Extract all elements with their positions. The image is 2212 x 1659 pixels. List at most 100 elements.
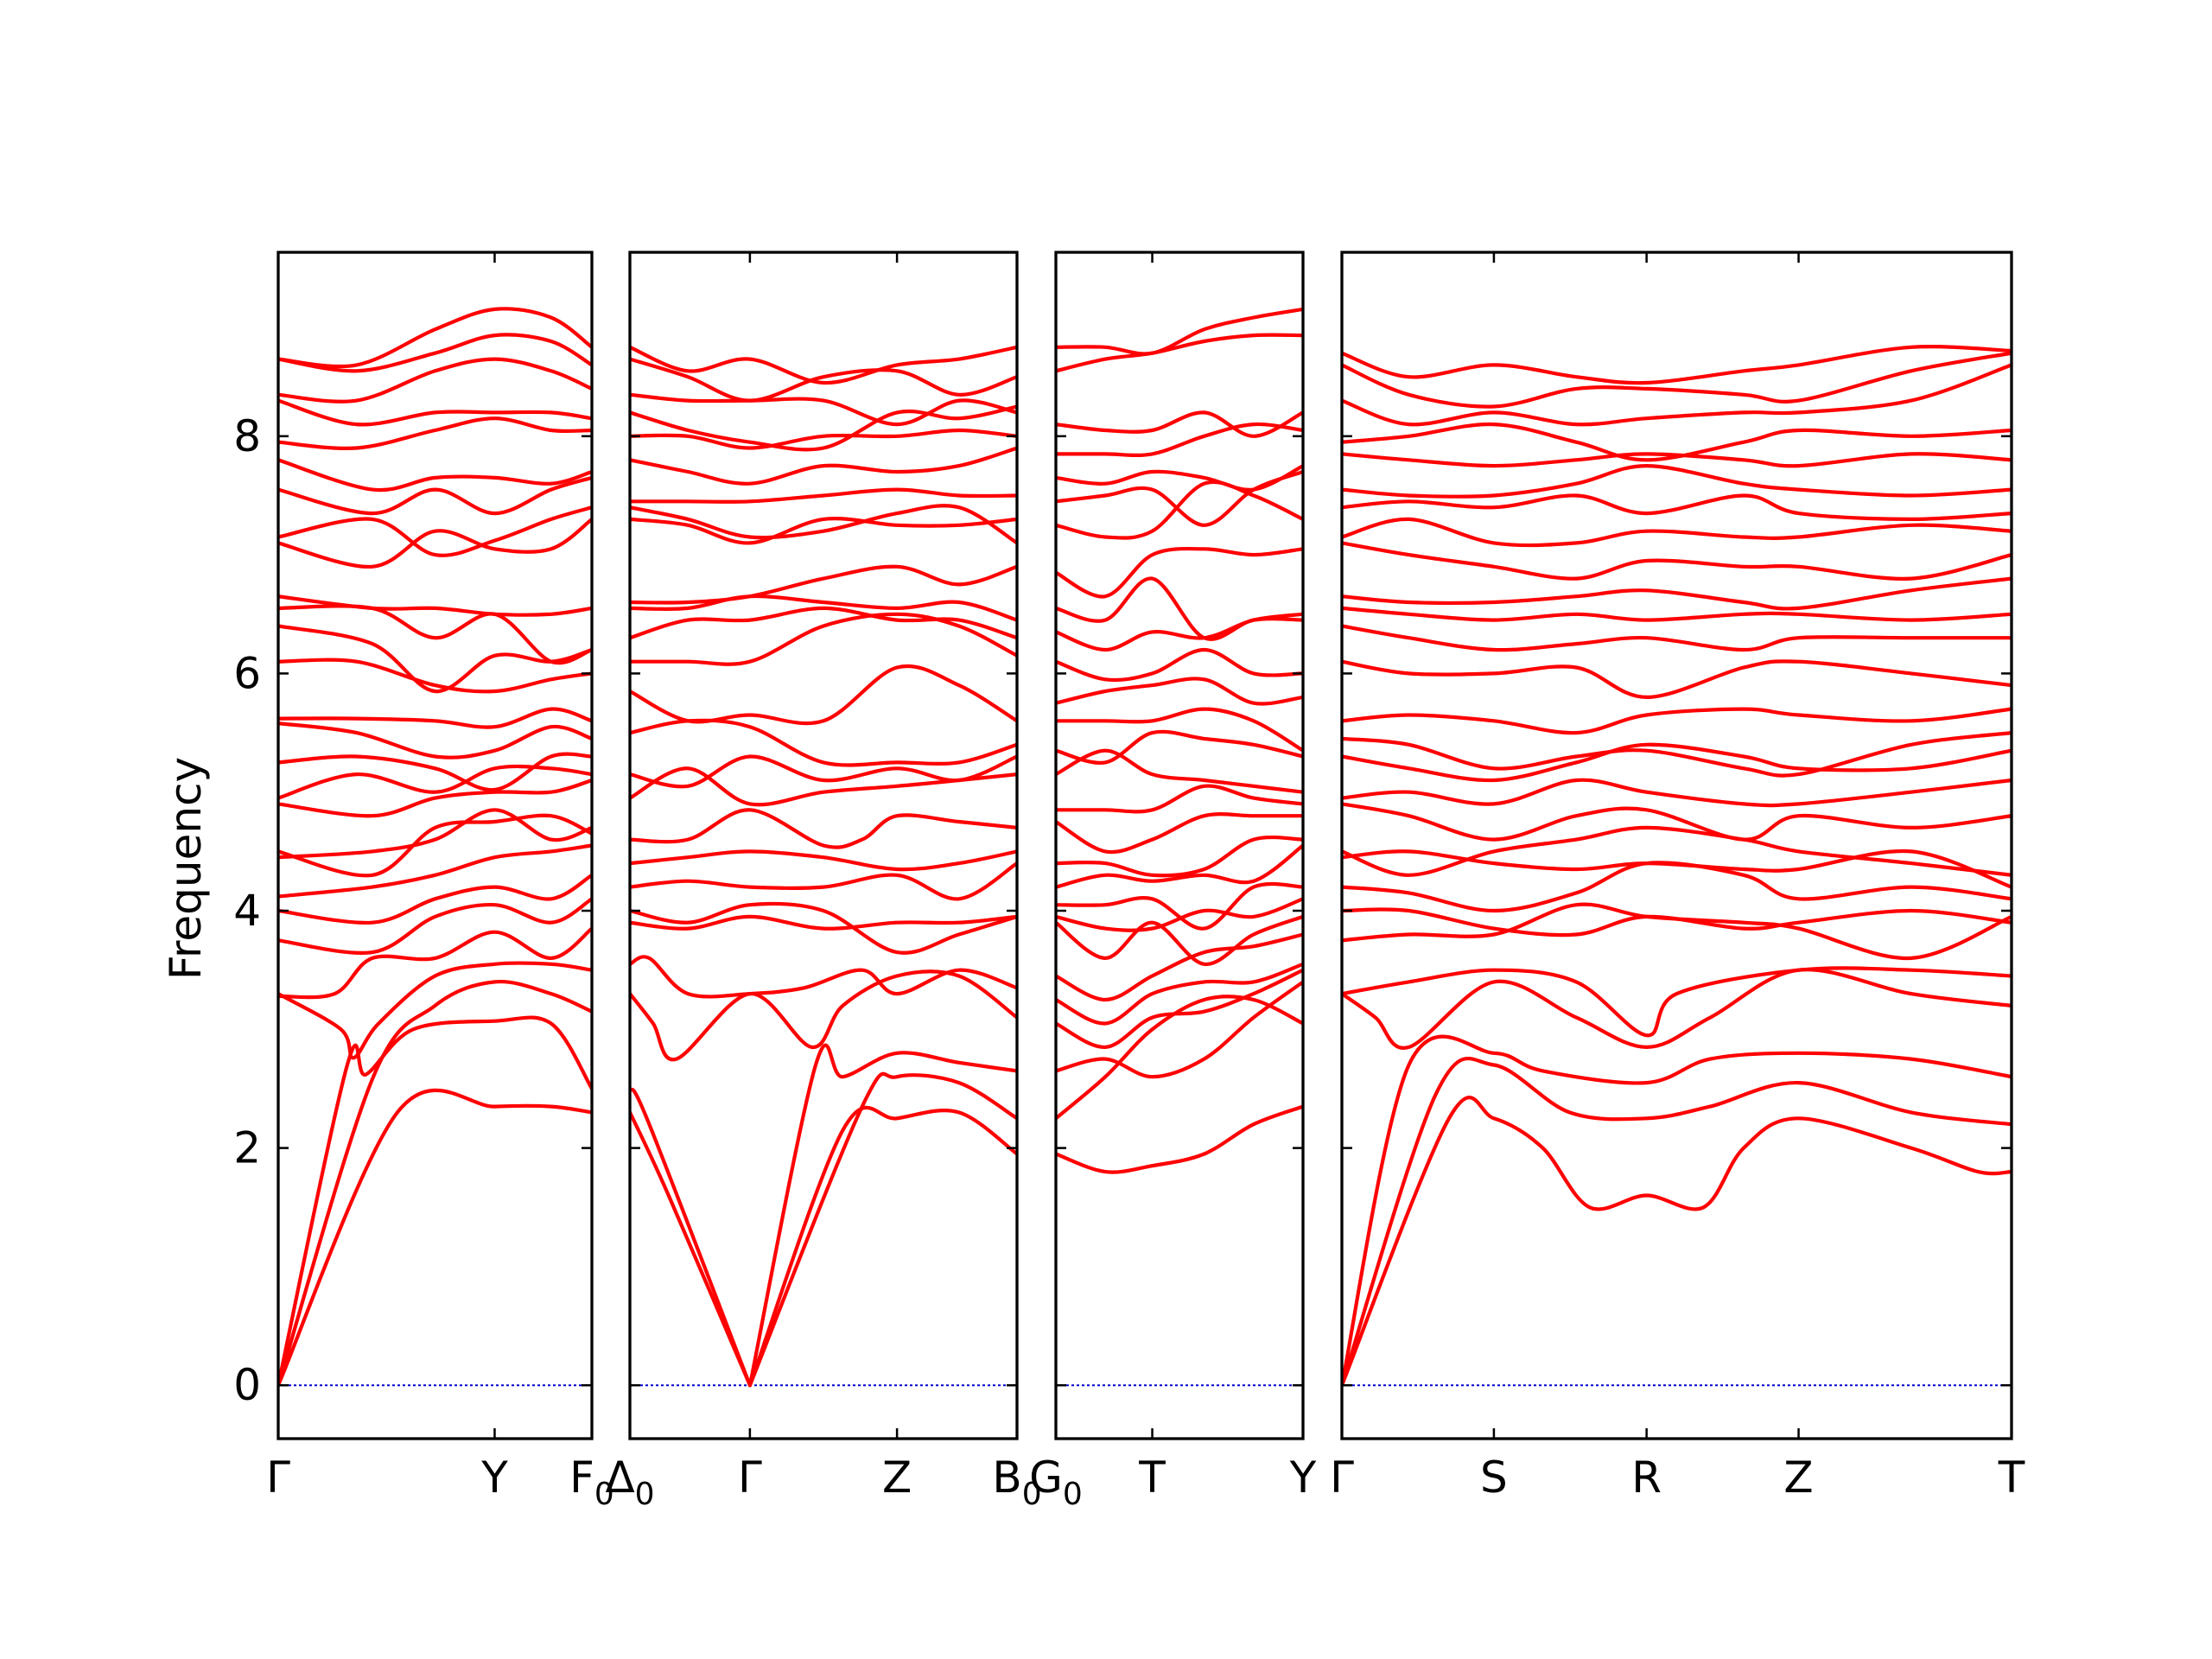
- band-line: [278, 398, 592, 427]
- band-line: [630, 404, 1017, 452]
- panel-3: G0 T Y: [1029, 251, 1317, 1512]
- band-line: [1342, 464, 2012, 499]
- band-line: [630, 914, 1017, 931]
- band-line: [1342, 778, 2012, 808]
- band-line: [630, 612, 1017, 666]
- band-line: [1342, 576, 2012, 611]
- band-line: [630, 664, 1017, 726]
- x-tick-label: T: [1998, 1452, 2025, 1503]
- band-line: [1342, 452, 2012, 468]
- band-line: [1056, 1104, 1303, 1174]
- band-line: [1342, 731, 2012, 778]
- band-line: [1342, 966, 2012, 1038]
- band-line: [1056, 881, 1303, 931]
- band-line: [630, 517, 1017, 545]
- band-line: [278, 458, 592, 493]
- band-line: [747, 1105, 1017, 1388]
- band-line: [630, 808, 1017, 849]
- band-line: [630, 504, 1017, 545]
- band-line: [1056, 843, 1303, 889]
- band-line: [1342, 707, 2012, 735]
- panel-2-bands: [630, 345, 1017, 1388]
- band-line: [1342, 345, 2012, 385]
- band-line: [1056, 897, 1303, 932]
- band-line: [1056, 968, 1303, 1049]
- band-line: [630, 392, 1017, 427]
- x-tick-label: Y: [1289, 1452, 1317, 1503]
- band-line: [278, 658, 592, 694]
- band-line: [630, 849, 1017, 872]
- band-line: [278, 897, 592, 955]
- x-tick-label: Γ: [266, 1452, 290, 1503]
- band-line: [278, 778, 592, 818]
- band-line: [1342, 493, 2012, 521]
- band-line: [1342, 825, 2012, 877]
- band-line: [1342, 606, 2012, 622]
- band-line: [278, 961, 592, 1060]
- band-line: [278, 721, 592, 760]
- band-line: [1056, 469, 1303, 527]
- x-tick-label: T: [1138, 1452, 1166, 1503]
- band-line: [1342, 517, 2012, 548]
- band-line: [278, 808, 592, 860]
- band-line: [630, 564, 1017, 605]
- band-line: [278, 594, 592, 617]
- panel-4-bands: [1342, 345, 2012, 1388]
- band-line: [1056, 576, 1303, 641]
- band-line: [1056, 932, 1303, 1002]
- band-line: [1342, 541, 2012, 581]
- band-line: [1056, 729, 1303, 765]
- band-line: [1342, 659, 2012, 699]
- band-line: [1342, 1096, 2012, 1388]
- band-line: [630, 1110, 752, 1388]
- panel-1: Γ Y F0: [266, 251, 614, 1512]
- band-line: [630, 861, 1017, 901]
- band-line: [278, 505, 592, 557]
- band-line: [1342, 422, 2012, 462]
- band-line: [1056, 307, 1303, 356]
- band-line: [630, 754, 1017, 789]
- band-line: [278, 307, 592, 369]
- band-line: [1056, 835, 1303, 878]
- band-line: [1056, 784, 1303, 814]
- band-line: [1056, 464, 1303, 492]
- band-line: [278, 979, 592, 1388]
- band-line: [1056, 422, 1303, 457]
- band-line: [630, 1086, 752, 1388]
- band-line: [1056, 748, 1303, 794]
- x-tick-label: R: [1631, 1452, 1662, 1503]
- band-line: [278, 1088, 592, 1388]
- band-line: [278, 333, 592, 373]
- band-line: [278, 752, 592, 792]
- band-line: [278, 764, 592, 800]
- band-line: [1342, 624, 2012, 652]
- band-line: [630, 901, 1017, 955]
- panel-3-bands: [1056, 307, 1303, 1387]
- band-line: [278, 926, 592, 1000]
- band-line: [1056, 707, 1303, 753]
- x-tick-label: Γ: [1330, 1452, 1354, 1503]
- band-line: [1342, 849, 2012, 889]
- band-line: [630, 594, 1017, 622]
- band-line: [1056, 480, 1303, 540]
- band-line: [747, 1071, 1017, 1388]
- band-line: [1056, 333, 1303, 373]
- panel-frame: [628, 251, 1019, 1440]
- band-line: [278, 873, 592, 925]
- y-tick-label: 8: [233, 411, 261, 461]
- band-line: [1056, 962, 1303, 1026]
- band-line: [1342, 968, 2012, 1050]
- x-tick-label: Z: [1783, 1452, 1813, 1503]
- band-line: [278, 1015, 592, 1388]
- band-line: [1056, 980, 1303, 1079]
- panel-frame: [1054, 251, 1305, 1440]
- y-tick-label: 4: [233, 886, 261, 936]
- band-line: [278, 707, 592, 729]
- band-line: [630, 718, 1017, 767]
- band-line: [1342, 1034, 2012, 1388]
- panel-2: Δ0 Γ Z B0: [605, 251, 1042, 1512]
- band-line: [1342, 351, 2012, 409]
- band-line: [1056, 546, 1303, 599]
- band-line: [1056, 677, 1303, 706]
